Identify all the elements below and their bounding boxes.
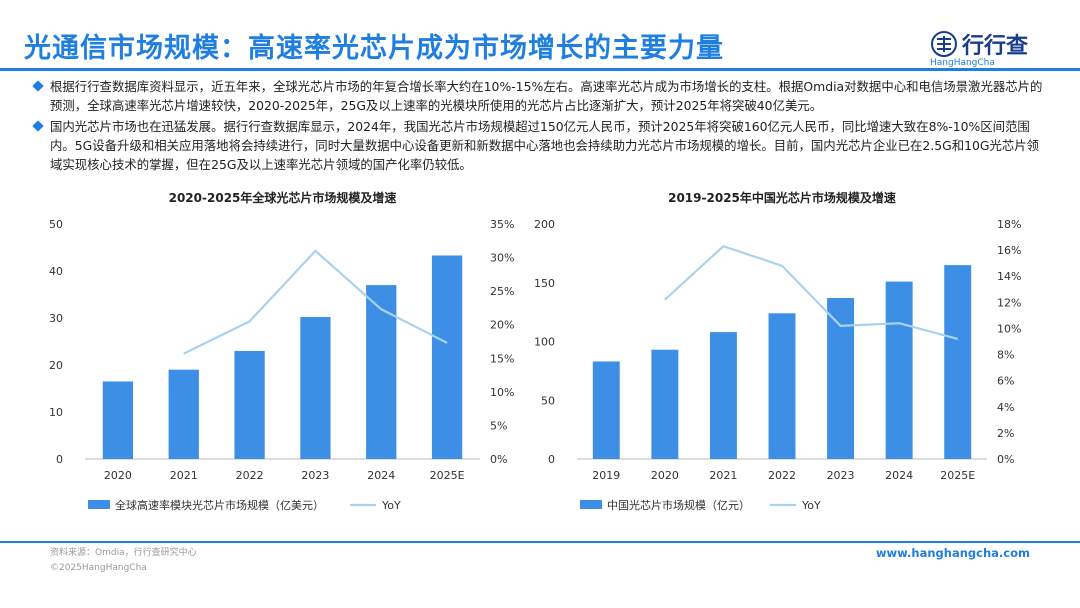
page-title: 光通信市场规模：高速率光芯片成为市场增长的主要力量 xyxy=(24,33,724,64)
y-left-tick-label: 100 xyxy=(534,336,555,349)
chart-svg: 2020-2025年全球光芯片市场规模及增速 0 10 20 30 40 50 0% 5% 10%… xyxy=(49,190,514,512)
x-tick-label: 2023 xyxy=(827,469,855,482)
y-left-tick-label: 30 xyxy=(49,312,63,325)
x-tick-label: 2025E xyxy=(940,469,975,482)
y-right-tick-label: 15% xyxy=(490,352,514,365)
diamond-bullet-icon xyxy=(32,120,44,132)
x-tick-label: 2020 xyxy=(104,469,132,482)
copyright-text: ©2025HangHangCha xyxy=(50,563,147,573)
y-left-tick-label: 40 xyxy=(49,265,63,278)
y-right-tick-label: 6% xyxy=(997,375,1014,388)
y-left-tick-label: 0 xyxy=(548,453,555,466)
y-right-tick-label: 0% xyxy=(490,453,507,466)
bar xyxy=(827,298,855,459)
y-right-tick-label: 10% xyxy=(997,322,1021,335)
y-right-tick-label: 0% xyxy=(997,453,1014,466)
y-right-tick-label: 14% xyxy=(997,270,1021,283)
legend-bar-swatch xyxy=(88,500,110,509)
x-tick-label: 2024 xyxy=(885,469,913,482)
y-right-tick-label: 10% xyxy=(490,386,514,399)
footer-divider xyxy=(0,541,1080,543)
y-right-tick-label: 20% xyxy=(490,319,514,332)
footer-url[interactable]: www.hanghangcha.com xyxy=(875,546,1030,560)
bar xyxy=(768,313,796,459)
china-chip-market-chart: 2019-2025年中国光芯片市场规模及增速 0 50 100 150 200 0% 2% 4%… xyxy=(534,180,1060,520)
bar xyxy=(592,361,620,459)
x-tick-label: 2024 xyxy=(367,469,395,482)
bullet-item: 国内光芯片市场也在迅猛发展。据行行查数据库显示，2024年，我国光芯片市场规模超… xyxy=(32,117,1046,174)
y-right-tick-label: 18% xyxy=(997,218,1021,231)
y-right-tick-label: 30% xyxy=(490,252,514,265)
source-text: 资料来源：Omdia，行行查研究中心 xyxy=(50,548,197,558)
bar xyxy=(234,350,265,459)
x-tick-label: 2021 xyxy=(170,469,198,482)
diamond-bullet-icon xyxy=(32,80,44,92)
bar xyxy=(300,317,331,459)
legend-line-label: YoY xyxy=(801,499,821,512)
bullet-list: 根据行行查数据库资料显示，近五年来，全球光芯片市场的年复合增长率大约在10%-1… xyxy=(32,77,1046,176)
global-chip-market-chart: 2020-2025年全球光芯片市场规模及增速 0 10 20 30 40 50 0% 5% 10%… xyxy=(20,180,540,520)
bar xyxy=(431,255,463,459)
y-right-tick-label: 35% xyxy=(490,218,514,231)
logo-subtext: HangHangCha xyxy=(930,58,995,68)
y-left-tick-label: 50 xyxy=(49,218,63,231)
y-right-tick-label: 16% xyxy=(997,244,1021,257)
y-left-tick-label: 10 xyxy=(49,406,63,419)
bar xyxy=(366,285,397,459)
y-right-tick-label: 8% xyxy=(997,349,1014,362)
x-tick-label: 2019 xyxy=(592,469,620,482)
y-left-tick-label: 200 xyxy=(534,218,555,231)
y-right-tick-label: 12% xyxy=(997,296,1021,309)
x-tick-label: 2022 xyxy=(768,469,796,482)
y-left-tick-label: 150 xyxy=(534,277,555,290)
logo-icon xyxy=(931,31,957,57)
bar xyxy=(709,332,737,459)
bar xyxy=(885,281,913,459)
x-tick-label: 2020 xyxy=(651,469,679,482)
y-left-tick-label: 50 xyxy=(541,394,555,407)
yoy-line xyxy=(664,244,958,340)
header-divider xyxy=(0,68,1080,71)
y-left-tick-label: 20 xyxy=(49,359,63,372)
logo-text: 行行查 xyxy=(962,34,1029,59)
yoy-line xyxy=(183,249,448,355)
chart-svg: 2019-2025年中国光芯片市场规模及增速 0 50 100 150 200 0% 2% 4%… xyxy=(534,190,1021,512)
bar xyxy=(944,265,972,459)
bar xyxy=(651,349,679,459)
bar xyxy=(102,381,134,459)
chart-title: 2019-2025年中国光芯片市场规模及增速 xyxy=(668,190,896,205)
y-right-tick-label: 5% xyxy=(490,419,507,432)
logo: 行行查 HangHangCha xyxy=(930,28,1040,68)
y-left-tick-label: 0 xyxy=(56,453,63,466)
legend-bar-label: 中国光芯片市场规模（亿元） xyxy=(607,498,750,512)
legend-line-label: YoY xyxy=(381,499,401,512)
legend-bar-swatch xyxy=(580,500,602,509)
legend-bar-label: 全球高速率模块光芯片市场规模（亿美元） xyxy=(115,498,324,512)
x-tick-label: 2025E xyxy=(430,469,465,482)
y-right-tick-label: 25% xyxy=(490,285,514,298)
x-tick-label: 2022 xyxy=(236,469,264,482)
bullet-item: 根据行行查数据库资料显示，近五年来，全球光芯片市场的年复合增长率大约在10%-1… xyxy=(32,77,1046,115)
footer-source: 资料来源：Omdia，行行查研究中心 ©2025HangHangCha xyxy=(50,546,197,576)
bar xyxy=(168,369,199,459)
bullet-text: 国内光芯片市场也在迅猛发展。据行行查数据库显示，2024年，我国光芯片市场规模超… xyxy=(50,119,1040,172)
y-right-tick-label: 2% xyxy=(997,427,1014,440)
bullet-text: 根据行行查数据库资料显示，近五年来，全球光芯片市场的年复合增长率大约在10%-1… xyxy=(50,79,1043,113)
chart-title: 2020-2025年全球光芯片市场规模及增速 xyxy=(169,190,397,205)
y-right-tick-label: 4% xyxy=(997,401,1014,414)
x-tick-label: 2021 xyxy=(709,469,737,482)
x-tick-label: 2023 xyxy=(301,469,329,482)
